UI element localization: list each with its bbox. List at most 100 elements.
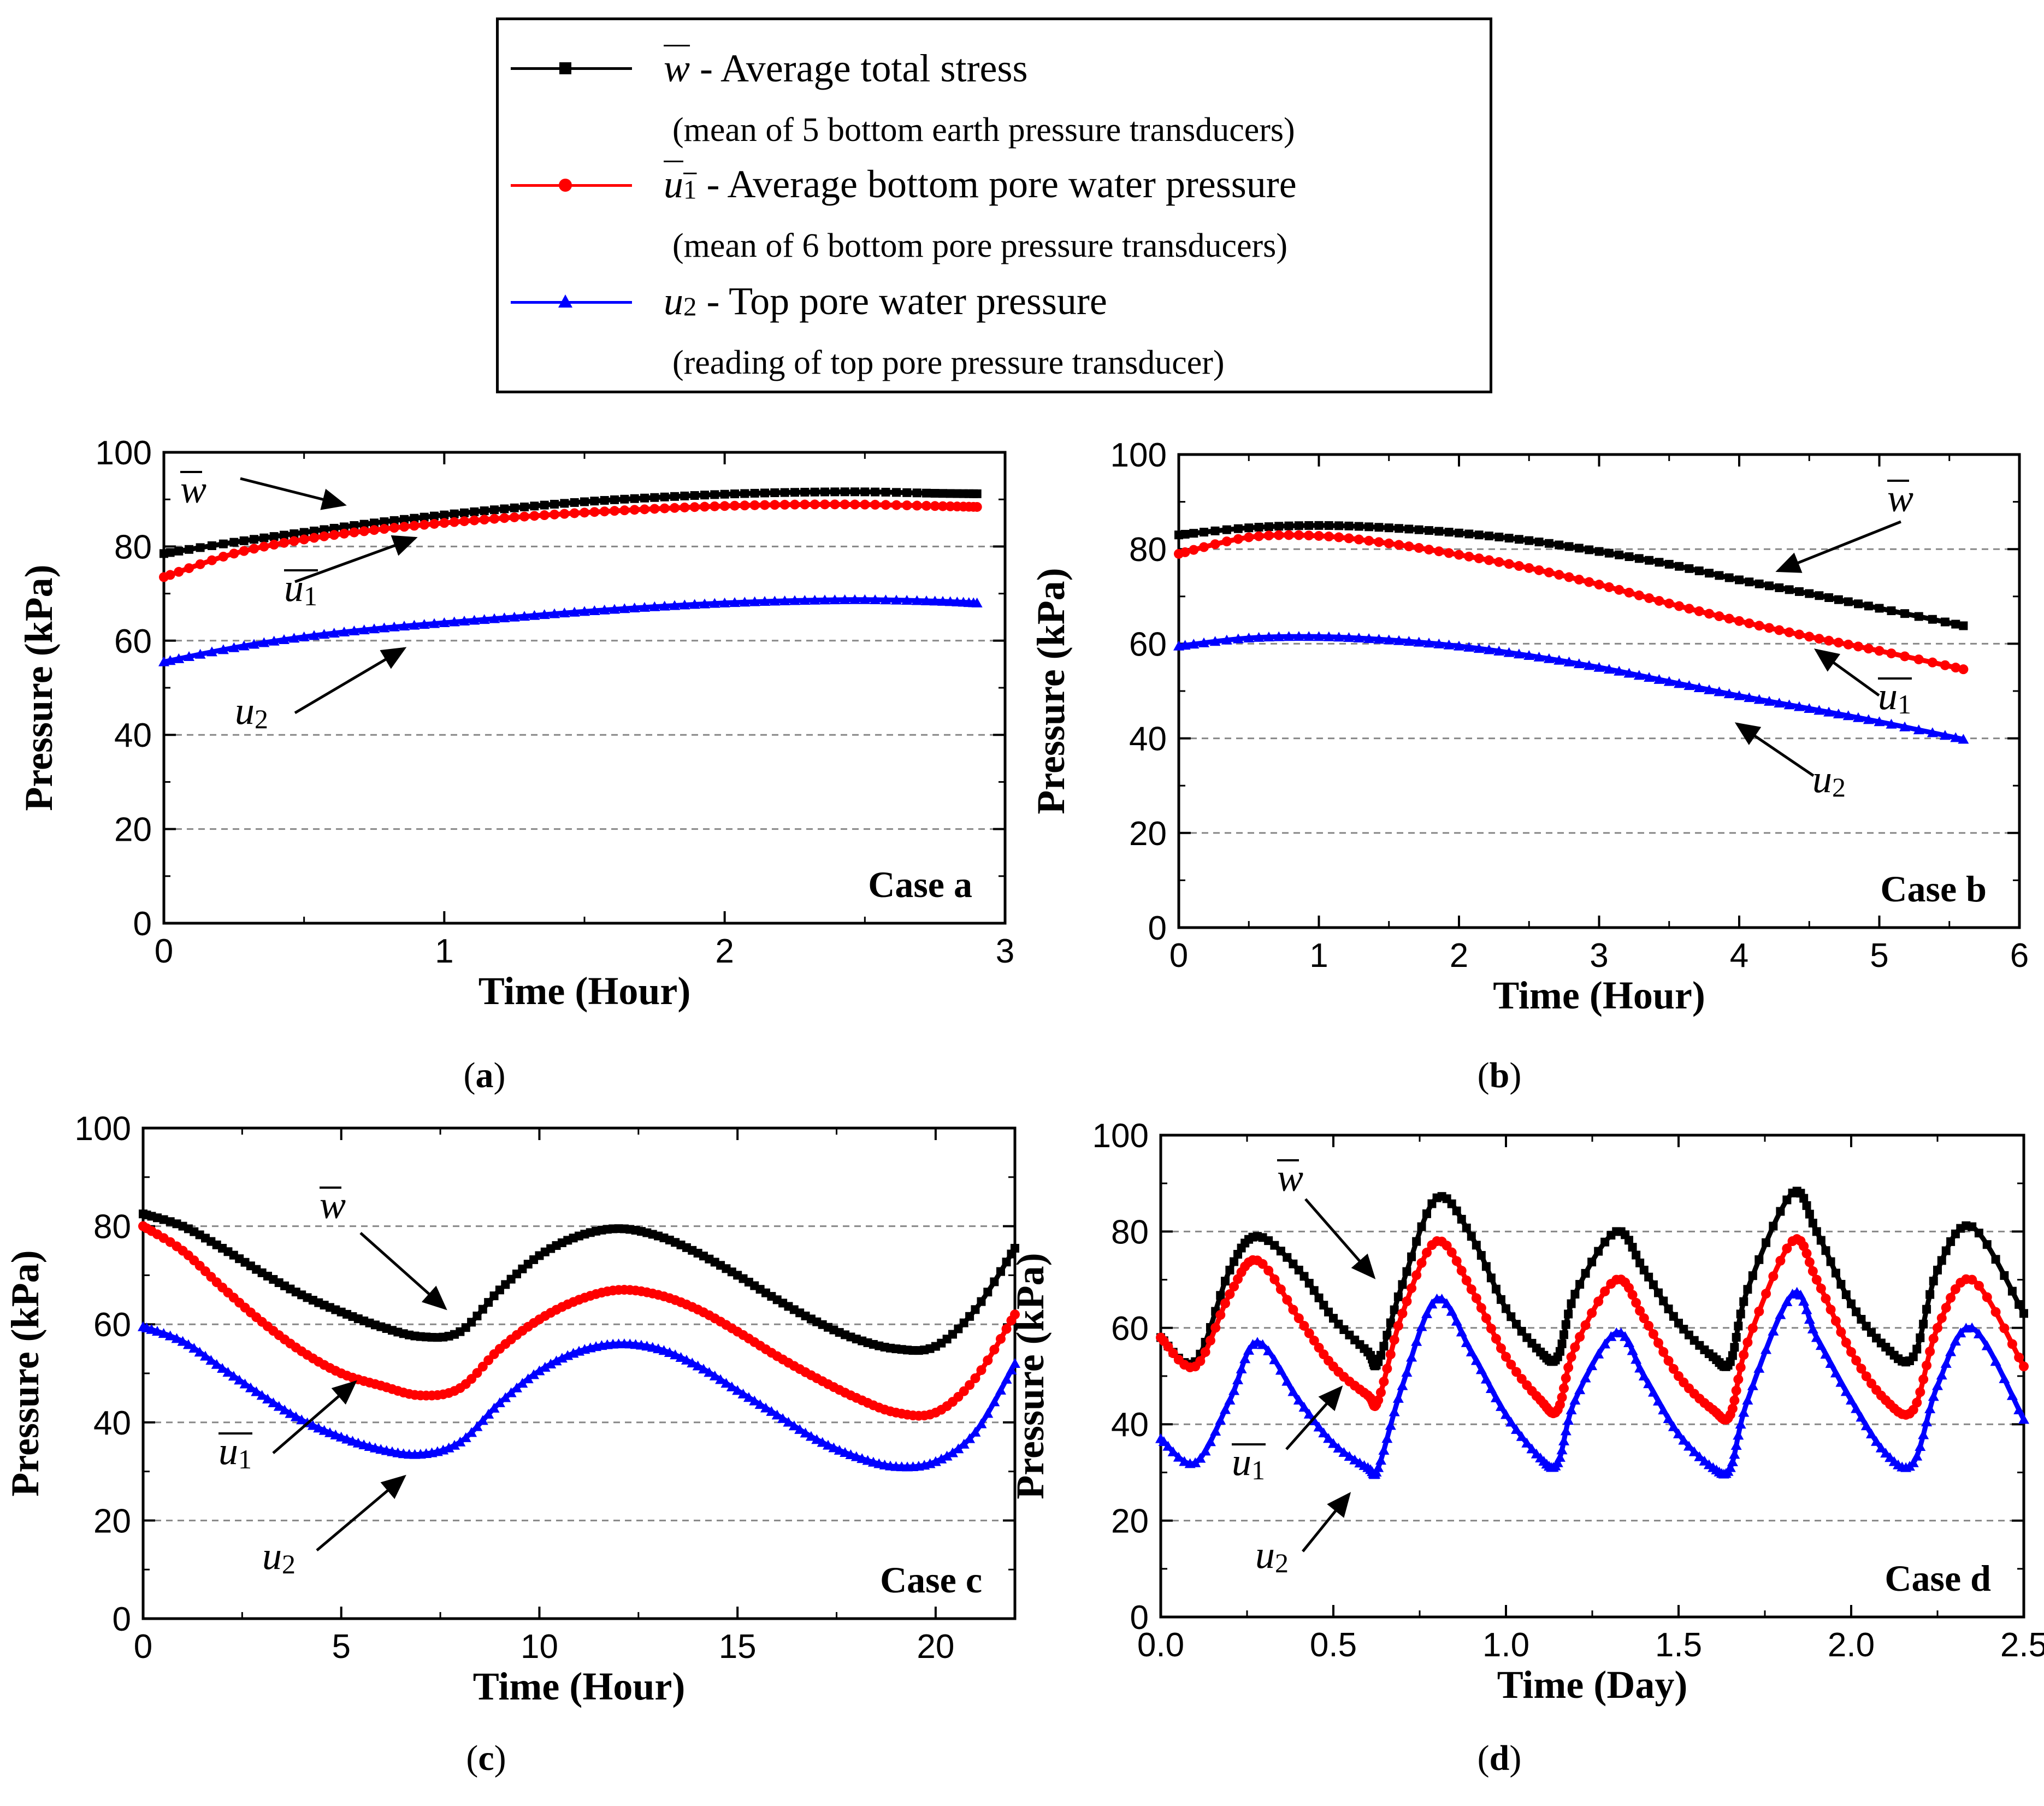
data-point-u2 [736,1389,739,1392]
data-point-w [1738,579,1740,581]
marker-square [1928,615,1937,624]
marker-square [660,492,669,501]
x-tick-label: 0 [155,932,173,970]
marker-circle [1830,1316,1841,1326]
data-point-u1 [1014,1313,1016,1316]
marker-triangle [211,1359,222,1369]
marker-circle [1484,555,1494,565]
marker-square [770,488,779,497]
marker-triangle [348,625,360,636]
data-point-u1 [1677,1375,1680,1377]
marker-square [1319,1301,1328,1310]
marker-square [1314,1293,1324,1302]
marker-circle [339,528,349,539]
marker-triangle [279,1404,291,1415]
marker-circle [1814,634,1824,644]
marker-triangle [460,1432,471,1442]
legend-w-note: (mean of 5 bottom earth pressure transdu… [672,111,1295,149]
marker-triangle [164,1330,176,1341]
data-point-u1 [583,511,586,514]
data-point-u1 [1458,553,1460,556]
marker-circle [1653,1338,1664,1348]
marker-square [410,514,419,523]
marker-square [938,489,948,498]
marker-square [1836,1279,1846,1289]
marker-circle [1564,572,1574,582]
marker-circle [1407,1283,1417,1294]
series-markers-u1 [1156,1234,2029,1425]
marker-circle [1851,1355,1862,1366]
marker-triangle [1871,1436,1882,1446]
data-point-u2 [653,605,656,608]
marker-circle [559,509,570,519]
marker-circle [1918,1374,1929,1384]
marker-square [1594,1247,1603,1256]
x-tick-label: 1 [1309,937,1328,975]
marker-square [218,539,228,548]
marker-triangle [1385,1420,1396,1430]
x-axis-label: Time (Hour) [1493,973,1705,1017]
marker-circle [1912,1397,1922,1408]
marker-circle [989,1344,1000,1355]
marker-triangle [769,595,781,606]
marker-triangle [238,640,250,651]
annotation-symbol: u [262,1534,282,1578]
marker-triangle [307,1420,318,1430]
data-point-u2 [974,1431,977,1433]
marker-square [840,487,849,497]
annotation-subscript: 1 [238,1444,252,1474]
caption-close: ) [1509,1738,1521,1778]
marker-square [1402,1267,1411,1276]
marker-square [1564,542,1574,551]
marker-square [1481,1262,1491,1271]
marker-square [310,527,318,536]
marker-triangle [958,1438,970,1449]
plot-frame [1159,1134,2025,1619]
marker-triangle [870,594,881,604]
marker-circle [1444,548,1454,558]
marker-circle [1925,1347,1935,1357]
marker-circle [195,559,205,569]
marker-circle [469,515,480,526]
annotation-symbol: u [284,566,304,610]
marker-circle [840,499,850,510]
marker-square [1805,1209,1814,1219]
data-point-u2 [1808,707,1811,710]
marker-triangle [330,1429,341,1439]
marker-triangle [936,1453,947,1463]
data-point-u1 [1668,602,1670,605]
marker-triangle [1179,1456,1190,1466]
marker-triangle [1343,632,1355,642]
data-point-u2 [1435,1297,1438,1300]
series-markers-w [1156,1187,2028,1371]
marker-circle [830,499,840,510]
marker-circle [983,1355,993,1366]
marker-circle [659,503,670,514]
marker-triangle [188,1343,200,1353]
marker-square [1404,524,1414,534]
legend-u1-symbol: u1 [664,162,697,206]
data-point-w [380,1325,382,1328]
marker-square [1824,593,1834,602]
marker-circle [319,531,329,541]
marker-circle [1288,1305,1298,1315]
marker-circle [1393,1321,1403,1331]
data-point-u2 [1677,1432,1680,1435]
data-point-u2 [617,1343,620,1345]
marker-square [1216,1291,1225,1300]
data-point-w [1615,1230,1618,1233]
marker-triangle [1505,1417,1517,1427]
marker-triangle [258,637,270,647]
marker-square [550,499,559,509]
marker-square [1534,538,1544,547]
series-markers-w [139,1209,1019,1355]
marker-triangle [1623,1337,1635,1348]
marker-triangle [1730,1440,1742,1450]
marker-triangle [1443,639,1455,650]
data-point-u2 [233,646,235,649]
data-point-u2 [1539,1456,1542,1459]
marker-square [1664,1305,1673,1314]
data-point-w [1470,1235,1473,1238]
marker-square [1189,529,1198,538]
data-point-w [1677,1321,1680,1324]
